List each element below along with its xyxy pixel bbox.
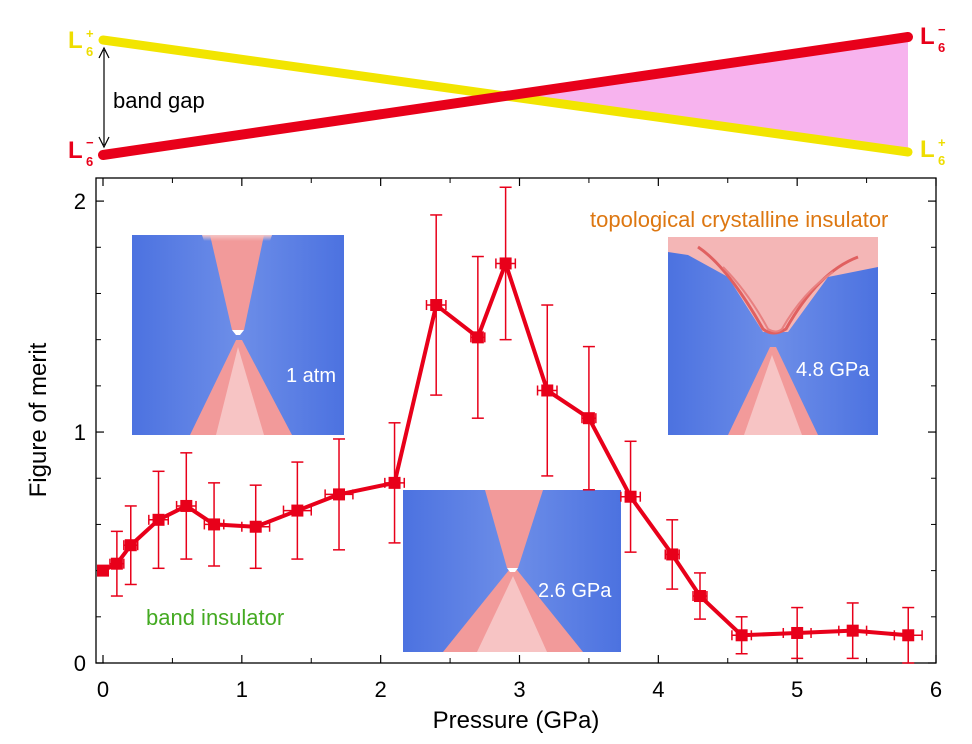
label-left-top: L + 6 [68,26,94,59]
data-point [124,539,137,552]
data-point [846,624,859,637]
x-tick-label: 6 [930,677,942,702]
label-left-top-sub: 6 [86,44,93,59]
inset-2p6gpa-label: 2.6 GPa [538,580,612,602]
x-tick-label: 2 [375,677,387,702]
data-point [152,513,165,526]
data-point [735,629,748,642]
data-point [97,564,109,577]
series-line [102,261,909,638]
data-point [110,557,123,570]
tci-label: topological crystalline insulator [590,207,888,232]
data-point [541,384,554,397]
data-point [388,476,401,489]
y-tick-label: 0 [74,651,86,676]
label-right-bottom-sup: + [938,135,946,150]
y-tick-label: 2 [74,189,86,214]
label-right-bottom-letter: L [920,136,935,163]
label-left-bottom-sup: − [86,135,94,150]
data-point [499,257,512,270]
x-axis-title: Pressure (GPa) [433,707,600,734]
data-point [291,504,304,517]
label-right-bottom-sub: 6 [938,153,945,168]
plot-frame [95,177,937,664]
x-tick-label: 1 [236,677,248,702]
inverted-region [508,37,908,150]
label-left-bottom-letter: L [68,137,83,164]
data-point [180,499,193,512]
data-point [249,520,262,533]
band-gap-arrow [98,46,110,149]
band-insulator-label: band insulator [146,605,284,630]
data-point [430,299,443,312]
y-tick-label: 1 [74,420,86,445]
x-tick-label: 3 [513,677,525,702]
data-point [208,518,221,531]
data-point [902,629,915,642]
band-diagram: band gap L + 6 L − 6 L − 6 L + 6 [68,22,946,169]
y-axis-title: Figure of merit [25,342,52,497]
inset-1atm-label: 1 atm [286,365,336,387]
data-point [333,488,346,501]
label-left-top-sup: + [86,26,94,41]
x-tick-label: 4 [652,677,664,702]
band-gap-label: band gap [113,88,205,113]
label-right-bottom: L + 6 [920,135,946,168]
label-left-bottom-sub: 6 [86,154,93,169]
plot-area: 0 1 2 3 4 5 6 0 1 2 Pressure (GPa) Figure of meri… [25,177,942,734]
data-point [693,590,706,603]
label-left-top-letter: L [68,27,83,54]
data-point [666,548,679,561]
label-right-top-sub: 6 [938,40,945,55]
label-right-top: L − 6 [920,22,946,55]
inset-1atm: 1 atm [132,235,344,435]
x-tick-label: 5 [791,677,803,702]
label-left-bottom: L − 6 [68,135,94,169]
data-point [624,490,637,503]
inset-2p6gpa: 2.6 GPa [403,490,621,652]
inset-4p8gpa: 4.8 GPa [668,237,878,435]
data-point [791,626,804,639]
data-series [97,186,923,664]
inset-4p8gpa-label: 4.8 GPa [796,359,870,381]
red-band-line [98,32,913,160]
label-right-top-letter: L [920,23,935,50]
x-tick-label: 0 [97,677,109,702]
data-point [582,412,595,425]
label-right-top-sup: − [938,22,946,37]
data-point [471,331,484,344]
axis-tick-labels: 0 1 2 3 4 5 6 0 1 2 [74,189,942,702]
